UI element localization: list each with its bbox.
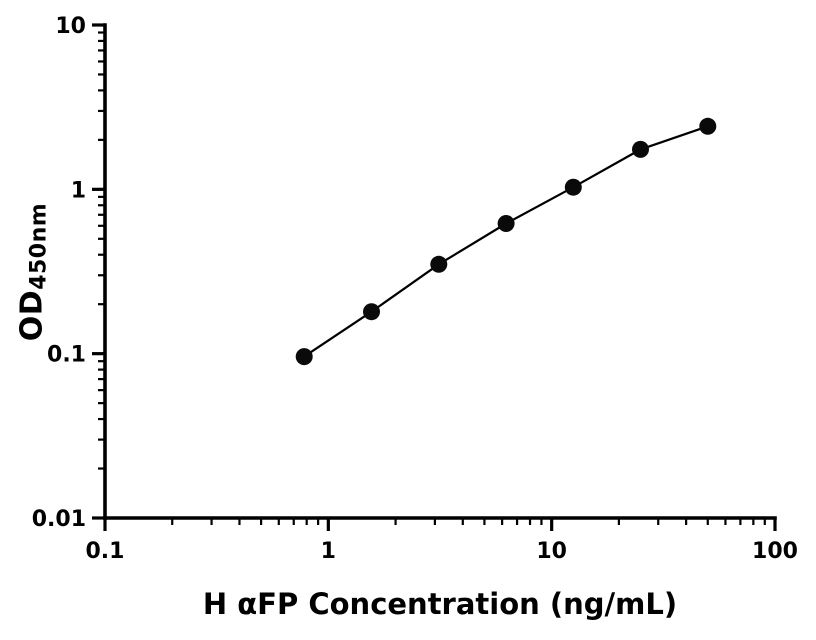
data-point xyxy=(295,348,313,366)
y-tick-label: 10 xyxy=(55,14,86,39)
x-tick-label: 10 xyxy=(536,539,567,564)
x-axis-label: H αFP Concentration (ng/mL) xyxy=(202,587,678,621)
y-axis-label: OD450nm xyxy=(14,202,52,342)
y-tick-label: 0.01 xyxy=(32,507,86,532)
x-tick-label: 1 xyxy=(321,539,336,564)
data-point xyxy=(699,117,717,135)
data-point xyxy=(363,303,380,321)
x-tick-label: 0.1 xyxy=(86,539,125,564)
data-line xyxy=(303,125,709,358)
data-point xyxy=(430,255,448,273)
y-axis-label-main: OD xyxy=(14,289,50,342)
data-point xyxy=(632,140,649,158)
data-point xyxy=(564,178,582,196)
data-point xyxy=(497,215,515,232)
y-tick-label: 1 xyxy=(71,178,86,203)
x-tick-label: 100 xyxy=(752,539,798,564)
y-tick-label: 0.1 xyxy=(47,343,86,368)
y-axis-label-subscript: 450nm xyxy=(26,202,52,290)
